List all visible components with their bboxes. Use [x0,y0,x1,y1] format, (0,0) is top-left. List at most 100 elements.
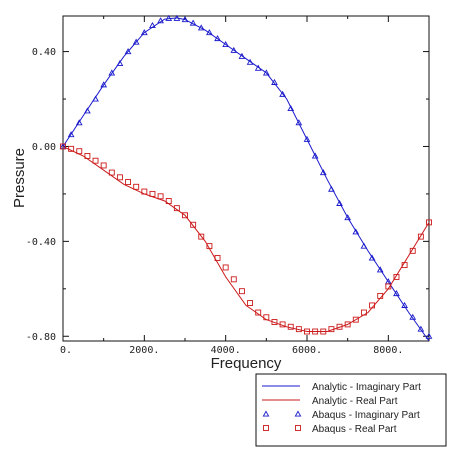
square-marker [165,198,172,204]
square-marker [336,323,343,330]
triangle-marker [328,185,335,192]
square-marker [190,221,197,228]
y-tick-label: 0.40 [32,47,56,58]
square-marker [385,283,392,290]
square-marker [271,319,278,325]
triangle-marker [181,16,189,23]
triangle-marker [311,152,319,159]
x-axis-title: Frequency [211,355,282,372]
legend-square-swatch [263,425,269,431]
triangle-marker [279,90,286,97]
triangle-marker [295,119,303,126]
triangle-marker [319,169,327,176]
square-marker [328,326,335,333]
y-tick-label: -0.80 [26,332,56,343]
square-marker [206,243,213,250]
square-marker [369,302,376,309]
triangle-marker [84,107,91,114]
square-marker [279,321,286,328]
legend-label: Analytic - Imaginary Part [312,382,421,393]
square-marker [409,247,416,254]
triangle-marker [140,29,148,36]
legend-triangle-swatch [294,410,302,417]
square-marker [417,233,424,240]
square-marker [116,174,123,181]
square-marker [247,300,254,306]
triangle-marker [100,81,108,88]
square-marker [255,309,262,316]
triangle-marker [425,332,433,339]
square-marker [426,219,432,226]
triangle-marker [303,135,311,142]
legend: Analytic - Imaginary Part Analytic - Real… [255,373,447,447]
triangle-marker [157,17,164,24]
legend-triangle-swatch [262,410,270,417]
square-marker [100,162,107,169]
legend-square-swatch [295,425,301,431]
triangle-marker [222,40,230,47]
x-tick-label: 8000. [373,345,403,356]
series-line [62,146,430,332]
square-marker [182,212,188,219]
square-marker [377,292,384,299]
triangle-marker [368,254,376,261]
x-tick-label: 0. [60,345,72,356]
triangle-marker [336,199,343,206]
triangle-marker [360,242,368,249]
triangle-marker [75,119,83,126]
x-tick-label: 4000. [211,345,241,356]
triangle-marker [214,35,221,42]
square-marker [222,264,229,271]
square-marker [198,233,205,240]
triangle-marker [132,38,140,45]
y-axis-title: Pressure [11,148,28,208]
square-marker [141,188,148,195]
square-marker [92,157,99,164]
triangle-marker [417,325,425,332]
x-tick-label: 2000. [129,345,159,356]
square-marker [68,145,75,152]
triangle-marker [92,95,99,102]
legend-label: Abaqus - Real Part [312,424,397,435]
axis-ticks [63,16,429,341]
triangle-marker [393,290,400,297]
square-marker [125,179,132,186]
triangle-marker [254,64,262,71]
triangle-marker [401,301,408,308]
triangle-marker [344,214,352,221]
square-marker [360,309,367,316]
triangle-marker [124,48,132,55]
triangle-marker [409,313,417,320]
triangle-marker [67,131,75,138]
square-marker [263,314,270,321]
square-marker [108,169,115,176]
square-marker [157,193,164,200]
triangle-marker [197,24,205,31]
square-marker [173,205,180,212]
triangle-marker [376,266,384,273]
triangle-marker [165,14,173,21]
square-marker [230,276,237,283]
square-marker [60,143,66,150]
square-marker [320,328,327,335]
square-marker [84,153,91,159]
square-marker [312,328,319,335]
triangle-marker [116,59,124,66]
legend-label: Abaqus - Imaginary Part [312,410,420,421]
triangle-marker [149,21,156,29]
square-marker [304,328,310,335]
triangle-marker [262,69,270,76]
square-marker [76,148,83,155]
axis-tick-labels: 0. 2000. 4000. 6000. 8000. 0.40 0.00 -0.40 -0.80 [26,47,403,356]
plot-frame [62,15,430,342]
triangle-marker [287,104,295,112]
y-tick-label: 0.00 [32,142,56,153]
triangle-marker [352,228,360,235]
square-marker [214,255,221,261]
triangle-marker [230,46,238,53]
square-marker [393,273,400,280]
square-marker [295,326,302,333]
square-marker [238,288,245,295]
square-marker [401,262,408,269]
